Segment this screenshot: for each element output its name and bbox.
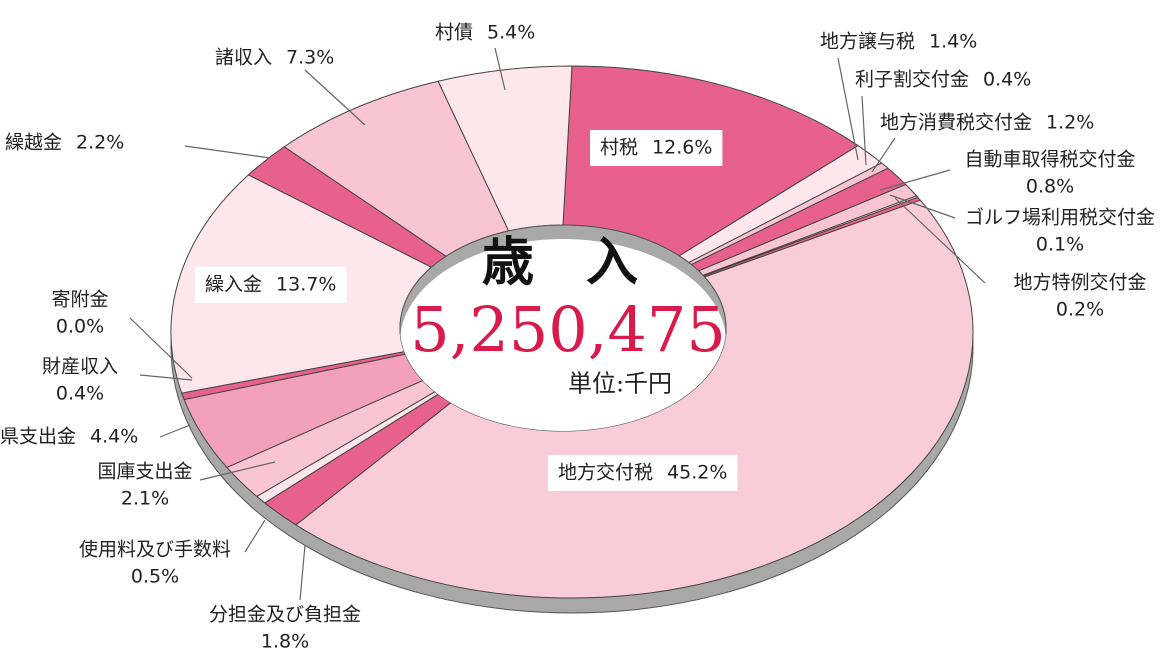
label-box <box>590 130 723 166</box>
label: 諸収入 7.3% <box>215 47 334 69</box>
leader-line <box>494 47 506 91</box>
label-box <box>548 455 738 491</box>
label: 利子割交付金 0.4% <box>855 69 1031 91</box>
category-label: 地方交付税 <box>558 462 653 484</box>
value-label: 0.0% <box>56 316 104 338</box>
label: 地方譲与税 1.4% <box>820 31 977 53</box>
value-label: 0.4% <box>983 69 1031 91</box>
value-label: 0.5% <box>131 566 179 588</box>
category-label: 村債 <box>435 22 473 44</box>
label: 村債 5.4% <box>435 22 535 44</box>
center-title: 歳 入 <box>482 233 638 293</box>
leader-line <box>889 194 956 219</box>
leader-line <box>894 197 986 284</box>
value-label: 45.2% <box>667 462 727 484</box>
leader-line <box>871 137 896 173</box>
category-label: 財産収入 <box>42 356 118 378</box>
leader-line <box>184 145 271 159</box>
category-label: 地方消費税交付金 <box>880 112 1032 134</box>
center-unit: 単位:千円 <box>568 370 672 398</box>
category-label: 地方特例交付金 <box>1013 272 1146 294</box>
center-total: 5,250,475 <box>410 293 726 366</box>
category-label: 分担金及び負担金 <box>209 604 361 626</box>
category-label: 県支出金 <box>0 426 76 448</box>
leader-line <box>299 544 306 601</box>
label-box <box>195 267 347 303</box>
label: 村税 12.6% <box>590 130 723 166</box>
value-label: 0.2% <box>1056 299 1104 321</box>
value-label: 5.4% <box>487 22 535 44</box>
value-label: 2.1% <box>121 488 169 510</box>
value-label: 1.4% <box>929 31 977 53</box>
value-label: 0.8% <box>1026 176 1074 198</box>
value-label: 13.7% <box>276 274 336 296</box>
category-label: 国庫支出金 <box>97 461 192 483</box>
value-label: 0.1% <box>1036 234 1084 256</box>
value-label: 7.3% <box>286 47 334 69</box>
value-label: 1.8% <box>261 631 309 652</box>
category-label: 利子割交付金 <box>855 69 969 91</box>
leader-line <box>304 69 366 126</box>
leader-line <box>129 317 193 379</box>
category-label: 諸収入 <box>215 47 272 69</box>
leader-line <box>199 461 276 481</box>
label: 県支出金 4.4% <box>0 426 138 448</box>
leader-line <box>837 57 859 161</box>
label: 地方消費税交付金 1.2% <box>880 112 1094 134</box>
labels: 村税 12.6% 地方譲与税 1.4% 利子割交付金 0.4% 地方消費税交付金 1.2% 自動… <box>0 22 1155 652</box>
category-label: ゴルフ場利用税交付金 <box>965 207 1155 229</box>
leader-line <box>139 374 193 381</box>
category-label: 繰入金 <box>205 274 262 296</box>
category-label: 地方譲与税 <box>820 31 915 53</box>
label: 地方交付税 45.2% <box>548 455 738 491</box>
value-label: 1.2% <box>1046 112 1094 134</box>
hole <box>399 224 727 432</box>
value-label: 2.2% <box>76 132 124 154</box>
category-label: 使用料及び手数料 <box>79 539 231 561</box>
category-label: 村税 <box>600 137 638 159</box>
label: 繰入金 13.7% <box>195 267 347 303</box>
label: 繰越金 2.2% <box>5 132 124 154</box>
hole-floor <box>400 239 726 431</box>
category-label: 繰越金 <box>5 132 62 154</box>
leader-line <box>861 95 867 166</box>
value-label: 0.4% <box>56 383 104 405</box>
category-label: 自動車取得税交付金 <box>964 149 1135 171</box>
value-label: 12.6% <box>652 137 712 159</box>
leader-line <box>244 519 266 553</box>
category-label: 寄附金 <box>51 289 108 311</box>
leader-line <box>879 169 951 191</box>
leader-line <box>159 424 191 438</box>
value-label: 4.4% <box>90 426 138 448</box>
